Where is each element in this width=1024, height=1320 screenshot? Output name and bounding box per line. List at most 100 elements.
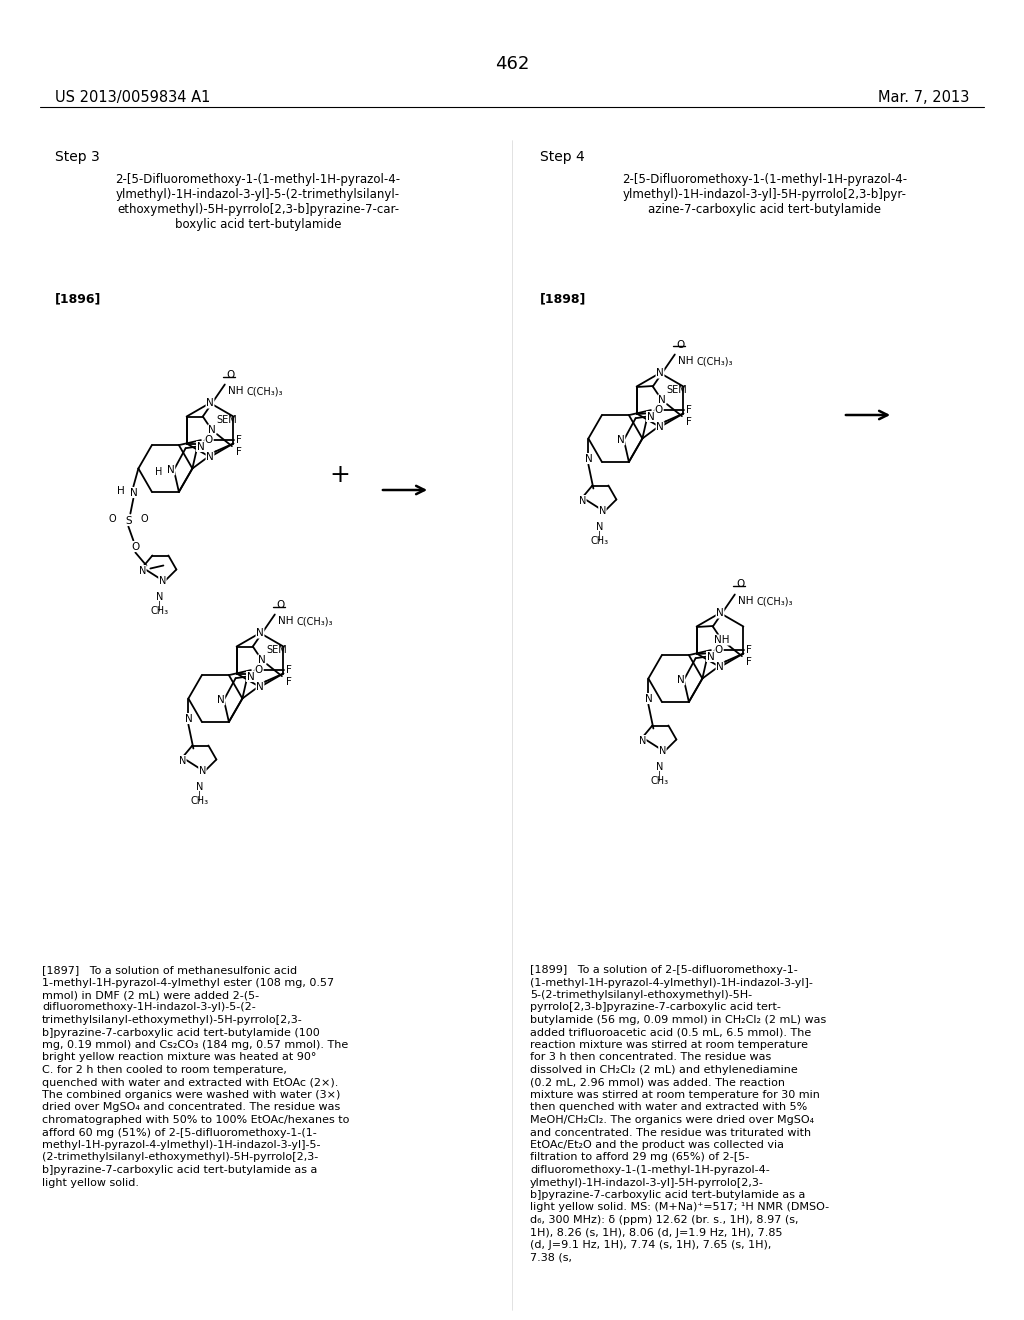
Text: O: O bbox=[140, 513, 148, 524]
Text: 2-[5-Difluoromethoxy-1-(1-methyl-1H-pyrazol-4-
ylmethyl)-1H-indazol-3-yl]-5-(2-t: 2-[5-Difluoromethoxy-1-(1-methyl-1H-pyra… bbox=[116, 173, 400, 231]
Text: N: N bbox=[646, 412, 654, 421]
Text: SEM: SEM bbox=[667, 385, 687, 395]
Text: N: N bbox=[208, 425, 216, 436]
Text: |: | bbox=[598, 531, 601, 541]
Text: |: | bbox=[198, 791, 201, 801]
Text: b]pyrazine-7-carboxylic acid tert-butylamide as a: b]pyrazine-7-carboxylic acid tert-butyla… bbox=[530, 1191, 805, 1200]
Text: b]pyrazine-7-carboxylic acid tert-butylamide (100: b]pyrazine-7-carboxylic acid tert-butyla… bbox=[42, 1027, 319, 1038]
Text: N: N bbox=[596, 521, 603, 532]
Text: NH: NH bbox=[227, 387, 244, 396]
Text: N: N bbox=[247, 672, 254, 681]
Text: Step 4: Step 4 bbox=[540, 150, 585, 164]
Text: N: N bbox=[658, 747, 666, 756]
Text: N: N bbox=[716, 609, 724, 618]
Text: F: F bbox=[745, 657, 752, 667]
Text: N: N bbox=[585, 454, 592, 463]
Text: C(CH₃)₃: C(CH₃)₃ bbox=[757, 597, 794, 606]
Text: NH: NH bbox=[738, 597, 754, 606]
Text: butylamide (56 mg, 0.09 mmol) in CH₂Cl₂ (2 mL) was: butylamide (56 mg, 0.09 mmol) in CH₂Cl₂ … bbox=[530, 1015, 826, 1026]
Text: 1H), 8.26 (s, 1H), 8.06 (d, J=1.9 Hz, 1H), 7.85: 1H), 8.26 (s, 1H), 8.06 (d, J=1.9 Hz, 1H… bbox=[530, 1228, 782, 1238]
Text: N: N bbox=[197, 441, 204, 451]
Text: added trifluoroacetic acid (0.5 mL, 6.5 mmol). The: added trifluoroacetic acid (0.5 mL, 6.5 … bbox=[530, 1027, 811, 1038]
Text: C(CH₃)₃: C(CH₃)₃ bbox=[247, 387, 284, 396]
Text: [1899]   To a solution of 2-[5-difluoromethoxy-1-: [1899] To a solution of 2-[5-difluoromet… bbox=[530, 965, 798, 975]
Text: for 3 h then concentrated. The residue was: for 3 h then concentrated. The residue w… bbox=[530, 1052, 771, 1063]
Text: N: N bbox=[167, 465, 175, 475]
Text: and concentrated. The residue was triturated with: and concentrated. The residue was tritur… bbox=[530, 1127, 811, 1138]
Text: light yellow solid. MS: (M+Na)⁺=517; ¹H NMR (DMSO-: light yellow solid. MS: (M+Na)⁺=517; ¹H … bbox=[530, 1203, 829, 1213]
Text: C(CH₃)₃: C(CH₃)₃ bbox=[297, 616, 334, 627]
Text: ylmethyl)-1H-indazol-3-yl]-5H-pyrrolo[2,3-: ylmethyl)-1H-indazol-3-yl]-5H-pyrrolo[2,… bbox=[530, 1177, 764, 1188]
Text: N: N bbox=[639, 735, 646, 746]
Text: O: O bbox=[715, 645, 723, 655]
Text: N: N bbox=[256, 628, 264, 638]
Text: 462: 462 bbox=[495, 55, 529, 73]
Text: pyrrolo[2,3-b]pyrazine-7-carboxylic acid tert-: pyrrolo[2,3-b]pyrazine-7-carboxylic acid… bbox=[530, 1002, 781, 1012]
Text: NH: NH bbox=[678, 356, 693, 367]
Text: mixture was stirred at room temperature for 30 min: mixture was stirred at room temperature … bbox=[530, 1090, 820, 1100]
Text: H: H bbox=[155, 467, 162, 477]
Text: F: F bbox=[286, 677, 292, 688]
Text: b]pyrazine-7-carboxylic acid tert-butylamide as a: b]pyrazine-7-carboxylic acid tert-butyla… bbox=[42, 1166, 317, 1175]
Text: mmol) in DMF (2 mL) were added 2-(5-: mmol) in DMF (2 mL) were added 2-(5- bbox=[42, 990, 259, 1001]
Text: N: N bbox=[159, 577, 166, 586]
Text: N: N bbox=[129, 487, 137, 498]
Text: C(CH₃)₃: C(CH₃)₃ bbox=[696, 356, 733, 367]
Text: N: N bbox=[658, 395, 666, 405]
Text: N: N bbox=[196, 781, 203, 792]
Text: F: F bbox=[236, 447, 242, 457]
Text: F: F bbox=[686, 417, 692, 428]
Text: O: O bbox=[227, 370, 236, 380]
Text: N: N bbox=[644, 693, 652, 704]
Text: trimethylsilanyl-ethoxymethyl)-5H-pyrrolo[2,3-: trimethylsilanyl-ethoxymethyl)-5H-pyrrol… bbox=[42, 1015, 303, 1026]
Text: N: N bbox=[599, 507, 606, 516]
Text: US 2013/0059834 A1: US 2013/0059834 A1 bbox=[55, 90, 210, 106]
Text: S: S bbox=[125, 516, 132, 525]
Text: N: N bbox=[217, 694, 224, 705]
Text: C. for 2 h then cooled to room temperature,: C. for 2 h then cooled to room temperatu… bbox=[42, 1065, 287, 1074]
Text: difluoromethoxy-1H-indazol-3-yl)-5-(2-: difluoromethoxy-1H-indazol-3-yl)-5-(2- bbox=[42, 1002, 256, 1012]
Text: F: F bbox=[236, 436, 242, 445]
Text: N: N bbox=[206, 399, 214, 408]
Text: NH: NH bbox=[278, 616, 293, 627]
Text: N: N bbox=[184, 714, 193, 723]
Text: |: | bbox=[657, 771, 662, 781]
Text: N: N bbox=[677, 675, 685, 685]
Text: MeOH/CH₂Cl₂. The organics were dried over MgSO₄: MeOH/CH₂Cl₂. The organics were dried ove… bbox=[530, 1115, 814, 1125]
Text: then quenched with water and extracted with 5%: then quenched with water and extracted w… bbox=[530, 1102, 807, 1113]
Text: methyl-1H-pyrazol-4-ylmethyl)-1H-indazol-3-yl]-5-: methyl-1H-pyrazol-4-ylmethyl)-1H-indazol… bbox=[42, 1140, 321, 1150]
Text: N: N bbox=[258, 655, 265, 665]
Text: reaction mixture was stirred at room temperature: reaction mixture was stirred at room tem… bbox=[530, 1040, 808, 1049]
Text: N: N bbox=[179, 755, 186, 766]
Text: N: N bbox=[256, 682, 264, 692]
Text: [1897]   To a solution of methanesulfonic acid: [1897] To a solution of methanesulfonic … bbox=[42, 965, 297, 975]
Text: N: N bbox=[617, 434, 625, 445]
Text: 5-(2-trimethylsilanyl-ethoxymethyl)-5H-: 5-(2-trimethylsilanyl-ethoxymethyl)-5H- bbox=[530, 990, 752, 1001]
Text: chromatographed with 50% to 100% EtOAc/hexanes to: chromatographed with 50% to 100% EtOAc/h… bbox=[42, 1115, 349, 1125]
Text: N: N bbox=[138, 565, 146, 576]
Text: [1898]: [1898] bbox=[540, 292, 587, 305]
Text: N: N bbox=[206, 451, 214, 462]
Text: CH₃: CH₃ bbox=[151, 606, 168, 616]
Text: NH: NH bbox=[714, 635, 729, 645]
Text: dried over MgSO₄ and concentrated. The residue was: dried over MgSO₄ and concentrated. The r… bbox=[42, 1102, 340, 1113]
Text: O: O bbox=[131, 541, 139, 552]
Text: light yellow solid.: light yellow solid. bbox=[42, 1177, 139, 1188]
Text: SEM: SEM bbox=[217, 414, 238, 425]
Text: N: N bbox=[716, 663, 724, 672]
Text: SEM: SEM bbox=[267, 645, 288, 655]
Text: (2-trimethylsilanyl-ethoxymethyl)-5H-pyrrolo[2,3-: (2-trimethylsilanyl-ethoxymethyl)-5H-pyr… bbox=[42, 1152, 318, 1163]
Text: N: N bbox=[156, 591, 163, 602]
Text: EtOAc/Et₂O and the product was collected via: EtOAc/Et₂O and the product was collected… bbox=[530, 1140, 784, 1150]
Text: F: F bbox=[686, 405, 692, 414]
Text: O: O bbox=[109, 513, 117, 524]
Text: d₆, 300 MHz): δ (ppm) 12.62 (br. s., 1H), 8.97 (s,: d₆, 300 MHz): δ (ppm) 12.62 (br. s., 1H)… bbox=[530, 1214, 799, 1225]
Text: H: H bbox=[117, 486, 124, 495]
Text: N: N bbox=[707, 652, 715, 661]
Text: O: O bbox=[677, 339, 685, 350]
Text: O: O bbox=[276, 599, 285, 610]
Text: dissolved in CH₂Cl₂ (2 mL) and ethylenediamine: dissolved in CH₂Cl₂ (2 mL) and ethylened… bbox=[530, 1065, 798, 1074]
Text: 2-[5-Difluoromethoxy-1-(1-methyl-1H-pyrazol-4-
ylmethyl)-1H-indazol-3-yl]-5H-pyr: 2-[5-Difluoromethoxy-1-(1-methyl-1H-pyra… bbox=[623, 173, 907, 216]
Text: O: O bbox=[205, 436, 213, 445]
Text: N: N bbox=[655, 762, 664, 771]
